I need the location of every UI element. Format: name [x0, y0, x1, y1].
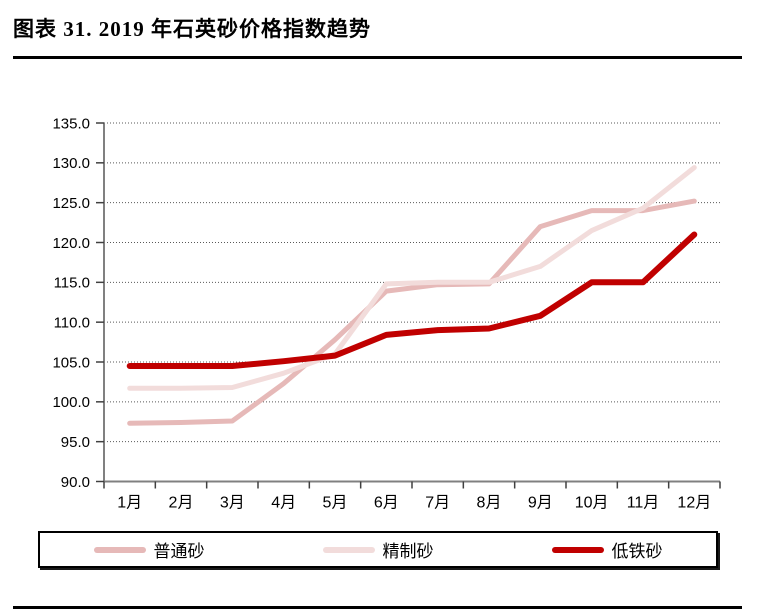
- y-tick-label: 100.0: [52, 394, 90, 411]
- x-tick-label: 4月: [271, 495, 296, 512]
- series-line-2: [126, 231, 698, 369]
- y-tick-label: 90.0: [61, 474, 90, 491]
- section-divider-line: [13, 606, 742, 609]
- legend-label-refined-sand: 精制砂: [382, 542, 434, 561]
- x-tick-label: 5月: [323, 495, 348, 512]
- x-tick-label: 8月: [477, 495, 502, 512]
- low-iron-sand-line-swatch: [551, 546, 604, 553]
- legend-item-refined-sand: 精制砂: [322, 537, 434, 562]
- y-tick-label: 130.0: [52, 155, 90, 172]
- legend-item-low-iron-sand: 低铁砂: [551, 537, 663, 562]
- x-tick-label: 2月: [169, 495, 194, 512]
- x-tick-label: 1月: [117, 495, 142, 512]
- x-tick-label: 3月: [220, 495, 245, 512]
- x-tick-label: 10月: [575, 495, 609, 512]
- y-tick-label: 120.0: [52, 235, 90, 252]
- chart-canvas: 90.0 95.0 100.0 105.0 110.0 115.0 120.0 125.0 13…: [52, 115, 721, 512]
- figure-title: 图表 31. 2019 年石英砂价格指数趋势: [13, 17, 371, 41]
- y-tick-label: 115.0: [54, 275, 90, 292]
- y-tick-label: 125.0: [52, 195, 90, 212]
- series-line-1: [127, 165, 697, 391]
- x-tick-label: 9月: [528, 495, 553, 512]
- y-tick-label: 110.0: [54, 314, 90, 331]
- y-tick-label: 135.0: [52, 115, 90, 132]
- chart-legend: 普通砂 精制砂 低铁砂: [38, 531, 718, 568]
- x-tick-label: 6月: [374, 495, 399, 512]
- y-tick-label: 105.0: [52, 354, 90, 371]
- legend-label-low-iron-sand: 低铁砂: [611, 542, 663, 561]
- series-line-0: [127, 198, 697, 426]
- title-underline: [13, 56, 742, 59]
- y-tick-label: 95.0: [61, 434, 90, 451]
- legend-label-ordinary-sand: 普通砂: [153, 542, 205, 561]
- x-tick-label: 7月: [425, 495, 450, 512]
- legend-item-ordinary-sand: 普通砂: [93, 537, 205, 562]
- price-index-line-chart: 90.0 95.0 100.0 105.0 110.0 115.0 120.0 125.0 13…: [0, 70, 766, 520]
- refined-sand-line-swatch: [322, 546, 375, 553]
- ordinary-sand-line-swatch: [93, 546, 146, 553]
- x-tick-label: 12月: [677, 495, 711, 512]
- x-tick-label: 11月: [627, 495, 660, 512]
